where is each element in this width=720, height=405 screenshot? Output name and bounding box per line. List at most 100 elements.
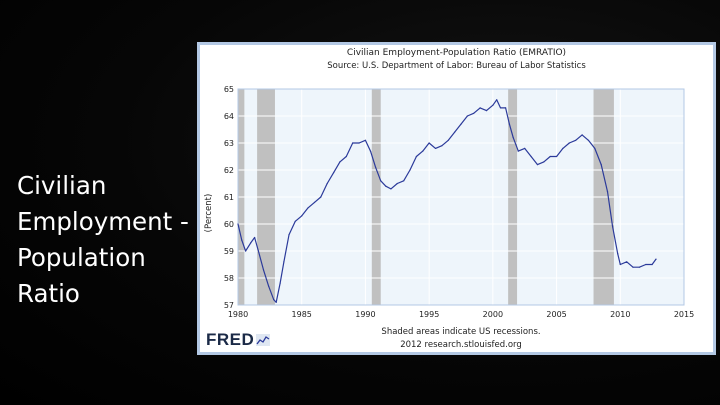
y-axis-label: (Percent) xyxy=(204,194,214,233)
data-point xyxy=(369,150,372,152)
data-point xyxy=(313,201,316,203)
data-point xyxy=(257,250,259,252)
chart-card: Civilian Employment-Population Ratio (EM… xyxy=(197,42,716,355)
data-point xyxy=(358,142,360,144)
data-point xyxy=(352,142,354,144)
data-point xyxy=(447,139,449,141)
data-point xyxy=(262,269,265,271)
y-tick-label-65: 65 xyxy=(224,85,234,94)
data-point xyxy=(575,139,577,141)
data-point xyxy=(460,123,462,125)
x-tick-label-1985: 1985 xyxy=(292,310,312,319)
data-point xyxy=(237,223,239,225)
data-point xyxy=(619,263,621,266)
data-point xyxy=(524,147,526,149)
chart-subtitle: Source: U.S. Department of Labor: Bureau… xyxy=(327,61,586,71)
data-point xyxy=(496,99,498,101)
data-point xyxy=(275,301,277,303)
data-point xyxy=(587,139,589,141)
data-point xyxy=(364,139,366,141)
x-tick-label-1990: 1990 xyxy=(355,310,375,319)
data-point xyxy=(543,161,545,163)
data-point xyxy=(626,261,628,263)
data-point xyxy=(396,182,398,185)
data-point xyxy=(536,164,539,166)
y-tick-label-60: 60 xyxy=(224,220,234,229)
data-point xyxy=(250,242,252,244)
data-point xyxy=(339,161,341,163)
data-point xyxy=(288,234,290,236)
y-tick-label-64: 64 xyxy=(224,112,234,121)
data-point xyxy=(556,155,558,158)
data-point xyxy=(655,258,657,260)
data-point xyxy=(422,150,424,152)
data-point xyxy=(651,263,653,266)
data-point xyxy=(466,115,468,117)
data-point xyxy=(454,131,456,133)
fred-logo: FRED xyxy=(200,329,280,351)
data-point xyxy=(530,155,532,158)
data-point xyxy=(562,147,564,149)
data-point xyxy=(606,191,609,193)
data-point xyxy=(600,164,602,166)
y-tick-label-57: 57 xyxy=(224,301,234,310)
data-point xyxy=(492,104,494,106)
data-point xyxy=(434,147,437,149)
data-point xyxy=(254,236,256,239)
data-point xyxy=(380,180,382,182)
x-tick-label-1980: 1980 xyxy=(228,310,248,319)
data-point xyxy=(549,155,551,158)
data-point xyxy=(505,107,507,109)
y-tick-label-61: 61 xyxy=(224,193,234,202)
data-point xyxy=(333,172,335,174)
y-tick-label-62: 62 xyxy=(224,166,234,175)
plot-area: 57 58 59 60 61 62 63 64 65 1980 1985 1990 1995 2000 20… xyxy=(224,85,694,319)
fred-chart-icon xyxy=(256,334,270,346)
x-tick-label-2010: 2010 xyxy=(610,310,630,319)
data-point xyxy=(403,180,405,182)
data-point xyxy=(283,261,285,263)
data-point xyxy=(415,155,417,158)
data-point xyxy=(473,112,475,114)
x-tick-label-1995: 1995 xyxy=(419,310,439,319)
data-point xyxy=(428,142,430,144)
y-tick-label-63: 63 xyxy=(224,139,234,148)
data-point xyxy=(485,110,488,112)
y-tick-label-58: 58 xyxy=(224,274,234,283)
y-tick-label-59: 59 xyxy=(224,247,234,256)
data-point xyxy=(581,134,583,136)
data-point xyxy=(632,266,634,268)
data-point xyxy=(301,215,303,217)
data-point xyxy=(345,155,347,158)
data-point xyxy=(245,250,247,252)
data-point xyxy=(512,137,514,139)
chart-title: Civilian Employment-Population Ratio (EM… xyxy=(347,48,566,58)
data-point xyxy=(568,142,570,144)
data-point xyxy=(268,285,270,287)
source-footnote: 2012 research.stlouisfed.org xyxy=(400,340,522,350)
data-point xyxy=(279,282,281,284)
data-point xyxy=(385,185,387,187)
data-point xyxy=(390,188,392,190)
x-tick-label-2015: 2015 xyxy=(674,310,694,319)
data-point xyxy=(508,123,510,125)
data-point xyxy=(441,145,443,147)
data-point xyxy=(307,207,309,209)
data-point xyxy=(326,182,328,185)
plot-border xyxy=(237,88,685,306)
recession-footnote: Shaded areas indicate US recessions. xyxy=(381,327,540,337)
data-point xyxy=(241,239,243,241)
line-chart: Civilian Employment-Population Ratio (EM… xyxy=(197,42,716,355)
data-point xyxy=(294,220,296,222)
data-point xyxy=(517,150,519,152)
data-point xyxy=(375,166,377,168)
data-point xyxy=(594,147,596,149)
data-point xyxy=(409,169,411,171)
x-tick-label-2000: 2000 xyxy=(483,310,503,319)
data-point xyxy=(273,299,275,301)
slide-title: Civilian Employment - Population Ratio xyxy=(17,171,189,308)
data-point xyxy=(612,226,614,228)
data-point xyxy=(320,196,322,198)
data-point xyxy=(645,263,647,266)
data-point xyxy=(617,253,619,255)
